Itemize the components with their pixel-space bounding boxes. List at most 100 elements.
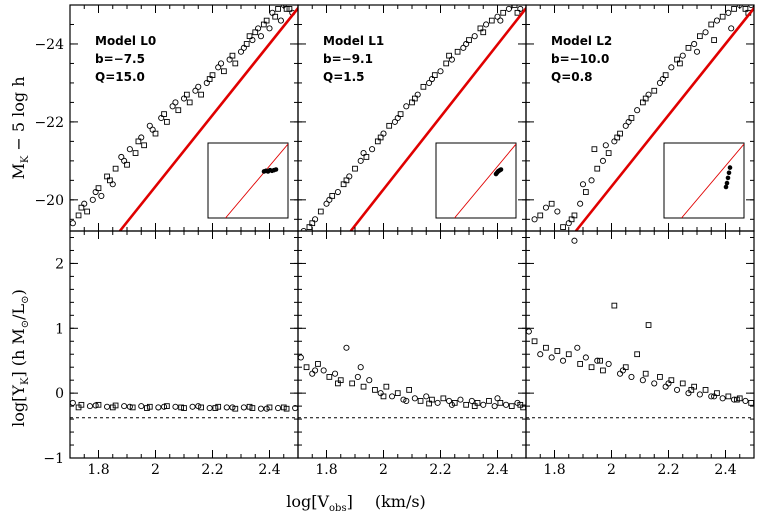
tf-point xyxy=(480,29,487,36)
ml-point xyxy=(195,403,202,410)
ml-point xyxy=(178,404,185,411)
tf-point xyxy=(186,99,193,106)
ml-point xyxy=(343,344,350,351)
ml-point xyxy=(531,338,538,345)
ml-point xyxy=(280,404,287,411)
ml-point xyxy=(274,405,282,412)
ml-point xyxy=(380,393,387,400)
ml-point xyxy=(634,351,641,358)
tf-point xyxy=(263,17,270,24)
ml-point xyxy=(480,401,487,408)
tf-point xyxy=(209,72,216,78)
tf-point xyxy=(611,138,618,145)
ml-point xyxy=(388,393,396,400)
inset-point xyxy=(724,180,730,186)
ml-point xyxy=(474,400,481,406)
tf-point xyxy=(431,72,438,78)
tf-point xyxy=(437,68,444,75)
tf-point xyxy=(78,204,85,211)
ml-point xyxy=(725,393,732,400)
ml-point xyxy=(160,403,168,410)
ml-point xyxy=(719,395,726,402)
x-tick-label: 1.8 xyxy=(87,462,109,478)
tf-point xyxy=(343,177,350,184)
tf-point xyxy=(463,40,470,48)
tf-point xyxy=(164,119,170,125)
ml-point xyxy=(665,380,672,387)
plot-area xyxy=(70,399,298,419)
panel-grid: −20 −22 −24 Model L0 b=−7.5 Q=15.0 1.8 2 2.2 2.4 −… xyxy=(34,4,755,478)
ml-point xyxy=(144,405,150,411)
tf-point xyxy=(169,103,176,110)
tf-point xyxy=(403,103,410,110)
tf-point xyxy=(577,200,584,207)
ml-point xyxy=(617,370,624,377)
inset-point xyxy=(498,167,504,172)
tf-point xyxy=(414,91,421,98)
tf-point xyxy=(138,134,145,141)
x-tick-label: 2 xyxy=(607,462,616,478)
tf-point xyxy=(75,212,82,219)
ml-point xyxy=(702,387,709,393)
tf-point xyxy=(323,200,330,207)
tf-point xyxy=(617,130,623,137)
ml-point xyxy=(70,399,76,406)
ml-point xyxy=(517,401,524,408)
b-value-label: b=−7.5 xyxy=(95,52,145,66)
ml-point xyxy=(491,403,498,410)
x-tick-label: 2.2 xyxy=(429,462,451,478)
tf-point xyxy=(511,5,518,8)
tf-point xyxy=(266,25,273,32)
inset-point xyxy=(727,165,733,170)
tf-point xyxy=(505,5,512,12)
x-tick-label: 1.8 xyxy=(315,462,337,478)
tf-point xyxy=(257,33,265,40)
ml-point xyxy=(95,401,102,408)
ml-point xyxy=(605,360,612,368)
q-value-label: Q=0.8 xyxy=(551,70,593,84)
ml-point xyxy=(714,390,720,396)
tf-point xyxy=(697,33,703,40)
x-tick-label: 2.2 xyxy=(657,462,679,478)
ml-point xyxy=(189,403,196,410)
y-tick-label: −20 xyxy=(34,193,64,209)
tf-point xyxy=(152,130,159,137)
tf-point xyxy=(329,193,336,199)
y-tick-label: 1 xyxy=(55,321,64,337)
tf-point xyxy=(161,111,167,117)
ml-point xyxy=(86,403,93,410)
tf-point xyxy=(662,72,669,78)
tf-point xyxy=(622,122,629,129)
tf-point xyxy=(95,185,102,191)
tf-point xyxy=(448,56,455,63)
fit-line xyxy=(349,6,526,231)
tf-point xyxy=(711,37,717,43)
inset-point xyxy=(726,170,732,176)
ml-point xyxy=(394,390,401,396)
ml-point xyxy=(320,367,327,374)
ml-point xyxy=(121,403,128,410)
tf-point xyxy=(346,173,353,180)
ml-point xyxy=(383,383,390,390)
tf-point xyxy=(677,60,683,67)
ml-point xyxy=(75,404,82,411)
tf-point xyxy=(628,115,635,121)
tf-point xyxy=(554,208,561,215)
tf-point xyxy=(232,60,239,67)
plot-area xyxy=(300,5,526,231)
tf-point xyxy=(583,189,589,195)
tf-point xyxy=(309,220,316,227)
inset-frame xyxy=(207,142,289,219)
tf-point xyxy=(124,161,130,168)
y-tick-label: 0 xyxy=(55,386,64,402)
ml-point xyxy=(366,377,373,384)
fit-line xyxy=(574,6,754,231)
tf-point xyxy=(98,192,105,199)
tf-point xyxy=(397,111,404,117)
tf-point xyxy=(326,196,333,203)
tf-point xyxy=(591,146,598,153)
ml-point xyxy=(688,387,695,393)
x-tick-label: 2.4 xyxy=(714,462,736,478)
ml-point xyxy=(597,357,603,364)
ml-point xyxy=(619,367,626,374)
